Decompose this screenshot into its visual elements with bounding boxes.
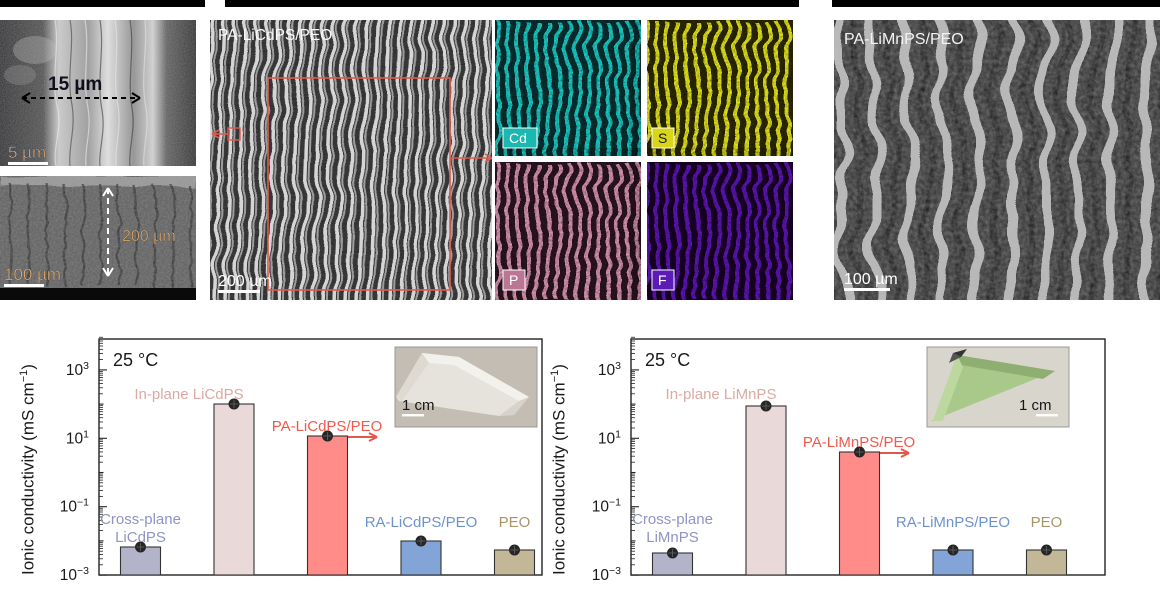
svg-text:100 µm: 100 µm <box>4 265 61 284</box>
svg-text:1 cm: 1 cm <box>402 397 435 414</box>
svg-text:LiCdPS: LiCdPS <box>115 529 166 546</box>
svg-text:PA-LiCdPS/PEO: PA-LiCdPS/PEO <box>272 418 383 435</box>
svg-text:1 cm: 1 cm <box>1019 397 1052 414</box>
svg-text:RA-LiMnPS/PEO: RA-LiMnPS/PEO <box>896 514 1010 531</box>
svg-text:RA-LiCdPS/PEO: RA-LiCdPS/PEO <box>365 514 478 531</box>
svg-text:100 µm: 100 µm <box>844 271 898 288</box>
svg-text:101: 101 <box>598 428 621 447</box>
svg-text:10−3: 10−3 <box>60 565 89 584</box>
svg-text:PA-LiMnPS/PEO: PA-LiMnPS/PEO <box>844 31 964 48</box>
svg-text:200 µm: 200 µm <box>122 228 176 245</box>
svg-text:10−1: 10−1 <box>60 497 89 516</box>
svg-text:Cross-plane: Cross-plane <box>632 511 713 528</box>
svg-text:PEO: PEO <box>1031 514 1063 531</box>
svg-text:5 µm: 5 µm <box>8 143 46 162</box>
svg-text:101: 101 <box>66 428 89 447</box>
svg-text:200 µm: 200 µm <box>218 273 272 290</box>
svg-text:In-plane LiMnPS: In-plane LiMnPS <box>666 386 777 403</box>
svg-text:Cross-plane: Cross-plane <box>100 511 181 528</box>
svg-text:10−3: 10−3 <box>592 565 621 584</box>
svg-text:LiMnPS: LiMnPS <box>646 529 699 546</box>
svg-text:25 °C: 25 °C <box>645 350 690 370</box>
svg-text:103: 103 <box>598 360 621 379</box>
svg-text:15 µm: 15 µm <box>48 74 102 95</box>
svg-text:F: F <box>658 272 667 288</box>
svg-text:25 °C: 25 °C <box>113 350 158 370</box>
svg-text:P: P <box>509 272 518 288</box>
svg-text:PA-LiMnPS/PEO: PA-LiMnPS/PEO <box>803 434 915 451</box>
svg-text:PA-LiCdPS/PEO: PA-LiCdPS/PEO <box>218 27 332 44</box>
svg-text:PEO: PEO <box>499 514 531 531</box>
svg-text:In-plane LiCdPS: In-plane LiCdPS <box>134 386 243 403</box>
svg-text:S: S <box>658 130 667 146</box>
svg-text:10−1: 10−1 <box>592 497 621 516</box>
svg-text:103: 103 <box>66 360 89 379</box>
svg-text:Cd: Cd <box>509 130 527 146</box>
